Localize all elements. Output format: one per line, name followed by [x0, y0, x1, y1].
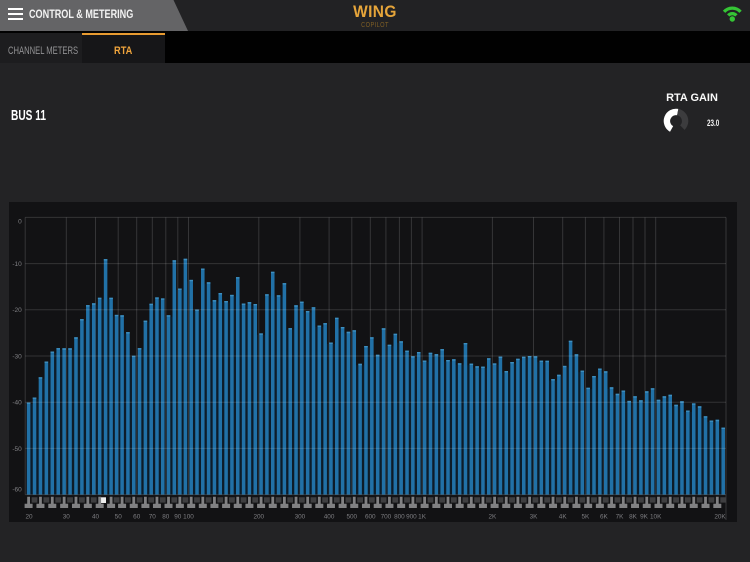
svg-text:900: 900 [406, 514, 417, 521]
svg-text:-30: -30 [12, 353, 22, 360]
svg-text:30: 30 [63, 514, 71, 521]
svg-text:1K: 1K [418, 514, 427, 521]
svg-text:100: 100 [183, 514, 194, 521]
svg-text:6K: 6K [600, 514, 609, 521]
svg-text:4K: 4K [559, 514, 568, 521]
svg-text:20K: 20K [714, 514, 726, 521]
svg-text:7K: 7K [616, 514, 625, 521]
svg-text:500: 500 [346, 514, 357, 521]
svg-text:60: 60 [133, 514, 141, 521]
svg-text:300: 300 [295, 514, 306, 521]
svg-text:50: 50 [115, 514, 123, 521]
svg-text:70: 70 [149, 514, 157, 521]
svg-text:40: 40 [92, 514, 100, 521]
svg-text:0: 0 [18, 219, 22, 226]
svg-text:3K: 3K [530, 514, 539, 521]
svg-text:-20: -20 [12, 307, 22, 314]
svg-text:8K: 8K [629, 514, 638, 521]
svg-text:-60: -60 [12, 487, 22, 494]
svg-text:-50: -50 [12, 446, 22, 453]
svg-text:10K: 10K [650, 514, 662, 521]
svg-text:2K: 2K [488, 514, 497, 521]
svg-text:9K: 9K [640, 514, 649, 521]
svg-text:20: 20 [25, 514, 33, 521]
svg-text:400: 400 [324, 514, 335, 521]
svg-text:200: 200 [253, 514, 264, 521]
svg-text:-10: -10 [12, 261, 22, 268]
svg-text:90: 90 [174, 514, 182, 521]
svg-text:700: 700 [381, 514, 392, 521]
svg-text:-40: -40 [12, 400, 22, 407]
svg-text:800: 800 [394, 514, 405, 521]
svg-text:5K: 5K [581, 514, 590, 521]
svg-text:600: 600 [365, 514, 376, 521]
svg-text:80: 80 [162, 514, 170, 521]
